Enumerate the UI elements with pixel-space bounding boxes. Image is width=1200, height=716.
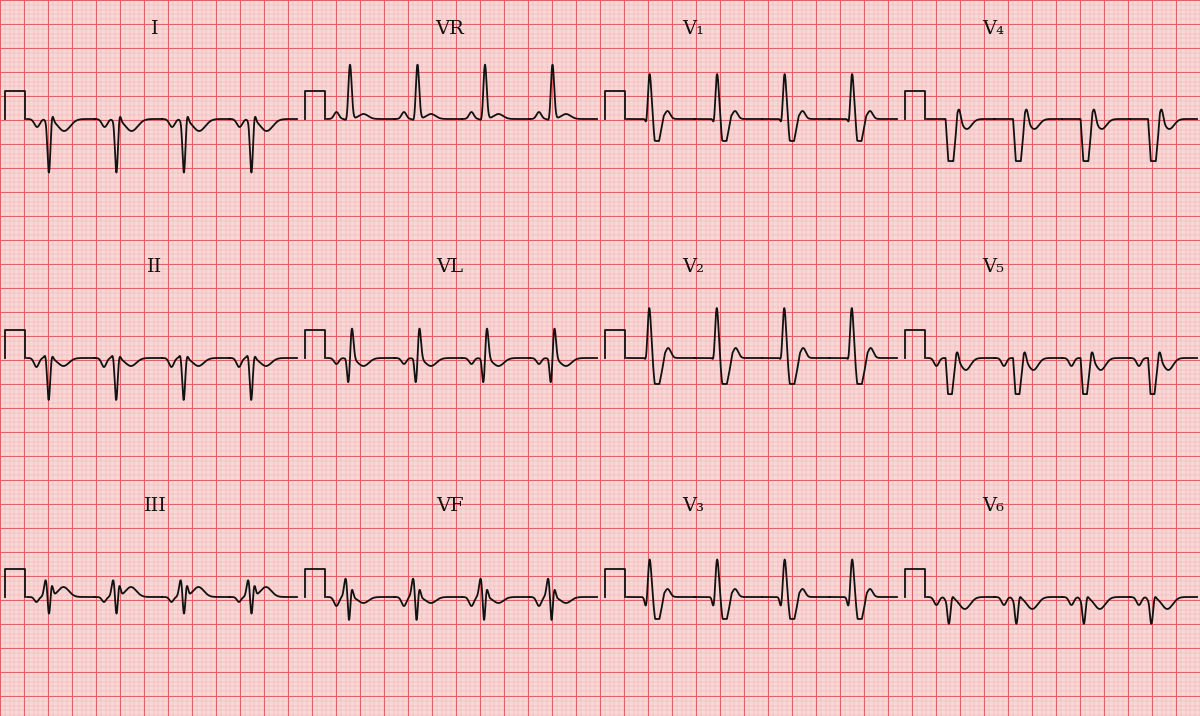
Text: VF: VF bbox=[436, 497, 464, 515]
Text: V₂: V₂ bbox=[682, 258, 704, 276]
Text: V₃: V₃ bbox=[682, 497, 704, 515]
Text: II: II bbox=[148, 258, 163, 276]
Text: VL: VL bbox=[437, 258, 463, 276]
Text: V₁: V₁ bbox=[682, 20, 704, 38]
Text: V₆: V₆ bbox=[982, 497, 1004, 515]
Text: I: I bbox=[151, 20, 158, 38]
Text: VR: VR bbox=[436, 20, 464, 38]
Text: V₅: V₅ bbox=[982, 258, 1004, 276]
Text: V₄: V₄ bbox=[982, 20, 1004, 38]
Text: III: III bbox=[144, 497, 167, 515]
